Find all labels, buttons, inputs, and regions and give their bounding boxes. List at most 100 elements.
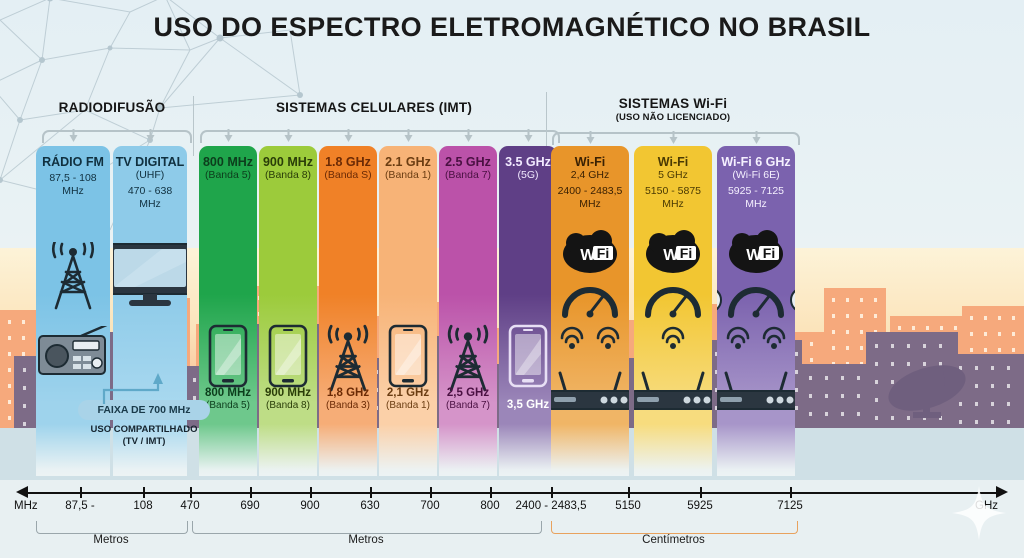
column-bottom-caption: 1,8 GHz (Banda 3) (319, 387, 377, 412)
column-caption: 2.5 GHz (Banda 7) (439, 146, 497, 182)
column-caption: Wi-Fi 6 GHz (Wi-Fi 6E) 5925 - 7125 MHz (717, 146, 795, 210)
group-arrow-icon (404, 129, 412, 142)
column-title: Wi-Fi (574, 155, 606, 169)
wifi-wave-icon (762, 326, 786, 349)
column-icons (36, 242, 110, 376)
column-subtitle: (Banda 1) (384, 169, 432, 181)
column-bottom-title: 900 MHz (264, 387, 312, 399)
axis-tick-label: 5150 (615, 500, 641, 512)
column-subtitle: (5G) (517, 169, 539, 181)
callout-connector-arrow (102, 373, 163, 404)
group-bracket (552, 132, 800, 145)
axis-tick-label: 690 (240, 500, 260, 512)
column-icons (439, 324, 497, 394)
axis-tick (700, 487, 702, 498)
column-subtitle: (Wi-Fi 6E) (732, 169, 780, 181)
frequency-axis-line (22, 492, 1002, 494)
column-fade (36, 424, 110, 476)
column-subtitle: (Banda 5) (204, 169, 252, 181)
wifi-wave-icon (726, 326, 750, 349)
axis-tick-label: 800 (480, 500, 500, 512)
column-subtitle: (Banda 7) (444, 169, 492, 181)
axis-span-bracket (551, 521, 798, 534)
column-bottom-caption: 900 MHz (Banda 8) (259, 387, 317, 412)
axis-tick-label: 5925 (687, 500, 713, 512)
group-arrow-icon (284, 129, 292, 142)
axis-tick-label: 2400 - 2483,5 (515, 500, 587, 512)
router-icon (717, 371, 795, 410)
column-title: 800 MHz (202, 155, 254, 169)
column-icons (113, 242, 187, 308)
group-arrow-icon (669, 131, 677, 144)
column-icons (379, 324, 437, 388)
axis-span-label: Metros (348, 534, 384, 546)
column-bottom-caption: 2,5 GHz (Banda 7) (439, 387, 497, 412)
column-range-unit: MHz (745, 197, 767, 210)
sparkle-decoration-icon (952, 486, 1006, 540)
axis-tick (250, 487, 252, 498)
group-subtitle: (USO NÃO LICENCIADO) (615, 112, 731, 123)
group-header-wifi: SISTEMAS Wi-Fi (USO NÃO LICENCIADO) (513, 96, 833, 123)
wifi-wave-icon (560, 326, 584, 349)
axis-tick (628, 487, 630, 498)
column-caption: 900 MHz (Banda 8) (259, 146, 317, 182)
group-bracket (42, 130, 192, 143)
spectrum-column-c2100[interactable]: 2.1 GHz (Banda 1) 2,1 GHz (Banda 1) (379, 146, 437, 476)
column-bottom-subtitle: (Banda 8) (266, 400, 310, 411)
group-arrow-icon (524, 129, 532, 142)
column-bottom-subtitle: (Banda 5) (206, 400, 250, 411)
column-fade (439, 424, 497, 476)
gauge-icon (728, 287, 784, 318)
spectrum-column-wifi6[interactable]: Wi-Fi 6 GHz (Wi-Fi 6E) 5925 - 7125 MHz Wi F… (717, 146, 795, 476)
wifi-logo-icon: Wi Fi (646, 230, 700, 273)
column-title: TV DIGITAL (115, 155, 185, 169)
axis-tick-label: 900 (300, 500, 320, 512)
spectrum-column-radio_fm[interactable]: RÁDIO FM 87,5 - 108 MHz (36, 146, 110, 476)
column-subtitle: 5 GHz (658, 169, 688, 181)
axis-tick (430, 487, 432, 498)
spectrum-column-c900[interactable]: 900 MHz (Banda 8) 900 MHz (Banda 8) (259, 146, 317, 476)
television-icon (113, 243, 187, 306)
group-separator (193, 96, 194, 156)
smartphone-icon (268, 324, 308, 388)
column-title: 1.8 GHz (325, 155, 371, 169)
group-arrow-icon (464, 129, 472, 142)
group-title: RADIODIFUSÃO (58, 100, 166, 115)
spectrum-column-c3500[interactable]: 3.5 GHz (5G) 3,5 GHz (499, 146, 557, 476)
spectrum-column-tv_digital[interactable]: TV DIGITAL (UHF) 470 - 638 MHz (113, 146, 187, 476)
smartphone-icon (508, 324, 548, 388)
group-arrow-icon (69, 129, 77, 142)
column-bottom-title: 800 MHz (204, 387, 252, 399)
axis-tick (790, 487, 792, 498)
spectrum-column-c800[interactable]: 800 MHz (Banda 5) 800 MHz (Banda 5) (199, 146, 257, 476)
column-bottom-subtitle: (Banda 3) (326, 400, 370, 411)
spectrum-column-c1800[interactable]: 1.8 GHz (Banda S) 1,8 GHz (Banda 3) (319, 146, 377, 476)
svg-text:Fi: Fi (597, 245, 609, 261)
column-title: Wi-Fi (657, 155, 689, 169)
wifi-wave-icon (596, 326, 620, 349)
smartphone-icon (388, 324, 428, 388)
axis-tick (370, 487, 372, 498)
gauge-icon (645, 287, 701, 318)
column-bottom-title: 2,1 GHz (386, 387, 430, 399)
column-subtitle: 2,4 GHz (570, 169, 610, 181)
spectrum-column-wifi24[interactable]: Wi-Fi 2,4 GHz 2400 - 2483,5 MHz Wi Fi (551, 146, 629, 476)
column-range-unit: MHz (662, 197, 684, 210)
axis-arrow-left (16, 486, 28, 498)
column-range-unit: MHz (139, 197, 161, 210)
axis-unit-left: MHz (14, 500, 38, 512)
axis-tick-label: 470 (180, 500, 200, 512)
column-icons (499, 324, 557, 388)
svg-text:Fi: Fi (763, 245, 775, 261)
column-bottom-title: 1,8 GHz (326, 387, 370, 399)
spectrum-column-wifi5[interactable]: Wi-Fi 5 GHz 5150 - 5875 MHz Wi Fi (634, 146, 712, 476)
router-icon (551, 371, 629, 410)
spectrum-column-c2500[interactable]: 2.5 GHz (Banda 7) 2,5 GHz (Banda 7) (439, 146, 497, 476)
column-caption: Wi-Fi 5 GHz 5150 - 5875 MHz (634, 146, 712, 210)
group-arrow-icon (586, 131, 594, 144)
column-range: 5150 - 5875 (644, 185, 702, 197)
axis-tick (80, 487, 82, 498)
group-bracket (200, 130, 560, 143)
axis-tick (490, 487, 492, 498)
column-title: 900 MHz (262, 155, 314, 169)
